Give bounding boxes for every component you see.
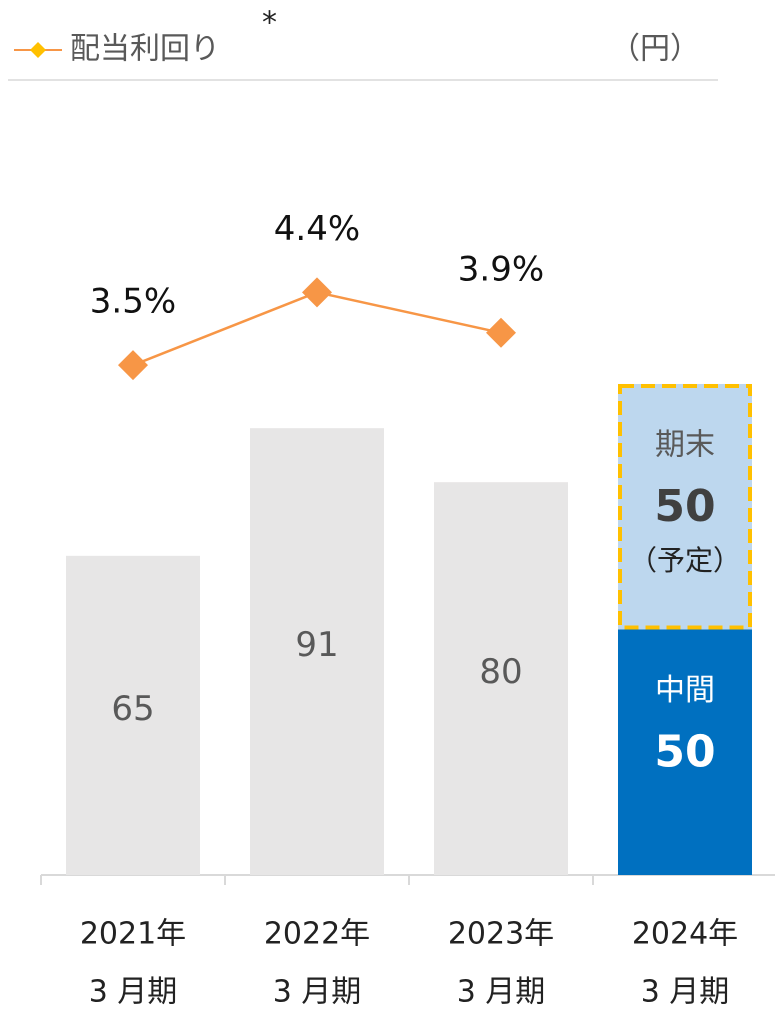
legend-marker — [30, 42, 46, 58]
value-label: 65 — [111, 689, 154, 729]
legend-mark: * — [262, 6, 277, 41]
bar — [618, 383, 752, 630]
value-label: 50 — [654, 726, 715, 777]
bar-border — [618, 383, 752, 630]
unit-label: （円） — [610, 32, 700, 67]
value-label: 50 — [654, 481, 715, 532]
line-marker — [302, 277, 332, 308]
value-label: 4.4% — [274, 209, 360, 249]
value-label: 3.9% — [458, 249, 544, 289]
x-tick-label: 3 月期 — [457, 975, 546, 1010]
value-label: 91 — [295, 625, 338, 665]
bar — [250, 428, 384, 875]
line-marker — [118, 350, 148, 381]
x-tick-label: 3 月期 — [89, 975, 178, 1010]
segment-name: 期末 — [655, 427, 715, 462]
bar — [66, 555, 200, 875]
annotation: （予定） — [629, 544, 741, 577]
x-tick-label: 3 月期 — [273, 975, 362, 1010]
x-tick-label: 3 月期 — [641, 975, 730, 1010]
line-marker — [486, 317, 516, 348]
x-tick-label: 2022年 — [264, 917, 370, 952]
value-label: 80 — [479, 652, 522, 692]
legend-label: 配当利回り — [70, 32, 220, 67]
x-tick-label: 2023年 — [448, 917, 554, 952]
x-tick-label: 2024年 — [632, 917, 738, 952]
value-label: 3.5% — [90, 282, 176, 322]
bar — [618, 629, 752, 875]
segment-name: 中間 — [655, 673, 715, 708]
bar — [434, 482, 568, 875]
x-tick-label: 2021年 — [80, 917, 186, 952]
